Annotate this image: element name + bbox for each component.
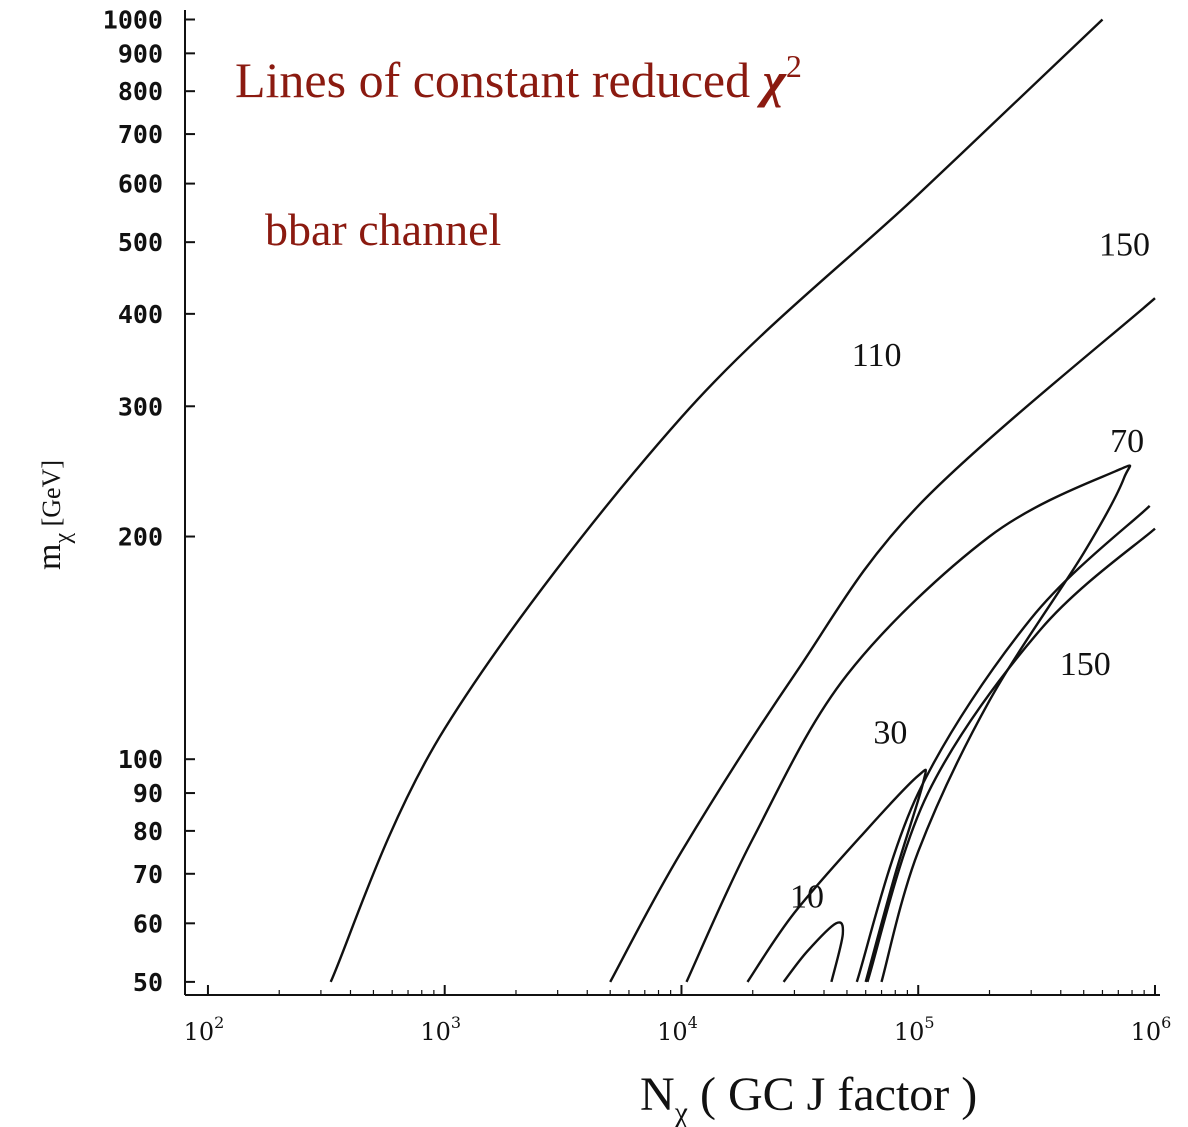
contour-label-30: 30 [873, 715, 907, 752]
y-tick-label: 700 [118, 120, 163, 149]
x-tick-label: 106 [1131, 1013, 1172, 1046]
contour-lines [329, 18, 1156, 983]
contour-line-10-4 [782, 921, 845, 983]
y-tick-label: 70 [133, 860, 163, 889]
axis-ticks: 50 60 70 80 90 100 200 300 400 500 600 700 800 900 100… [103, 5, 1172, 1046]
x-tick-label: 103 [420, 1013, 461, 1046]
y-tick-label: 900 [118, 39, 163, 68]
y-tick-label: 60 [133, 909, 163, 938]
contour-label-10: 10 [790, 879, 824, 916]
y-axis-label: mχ [GeV] [31, 460, 76, 570]
contour-line-110-1 [609, 297, 1156, 983]
x-tick-label: 104 [657, 1013, 698, 1046]
contour-label-110: 110 [852, 337, 902, 374]
y-tick-label: 400 [118, 300, 163, 329]
chart-title: Lines of constant reduced χ2 [235, 48, 802, 108]
chart-subtitle: bbar channel [265, 204, 501, 255]
y-tick-label: 300 [118, 392, 163, 421]
contour-line-30-3 [746, 768, 928, 983]
x-tick-label: 102 [184, 1013, 225, 1046]
contour-label-150: 150 [1099, 226, 1150, 263]
y-tick-label: 80 [133, 817, 163, 846]
contour-line-70-2 [685, 464, 1132, 983]
y-tick-label: 600 [118, 170, 163, 199]
plot-frame [184, 10, 1160, 996]
y-tick-label: 100 [118, 745, 163, 774]
contour-label-70: 70 [1110, 423, 1144, 460]
y-tick-label: 200 [118, 523, 163, 552]
contour-line-150-5 [855, 505, 1151, 983]
y-tick-label: 1000 [103, 5, 163, 34]
contour-line-150-6 [866, 527, 1156, 983]
x-tick-label: 105 [894, 1013, 935, 1046]
y-tick-label: 50 [133, 968, 163, 997]
contour-labels: 150 110 70 30 10 150 [790, 226, 1150, 915]
y-tick-label: 90 [133, 779, 163, 808]
contour-line-150-0 [329, 18, 1104, 983]
x-axis-label: Nχ ( GC J factor ) [640, 1068, 977, 1127]
y-tick-label: 500 [118, 228, 163, 257]
contour-label-150: 150 [1060, 646, 1111, 683]
y-tick-label: 800 [118, 77, 163, 106]
